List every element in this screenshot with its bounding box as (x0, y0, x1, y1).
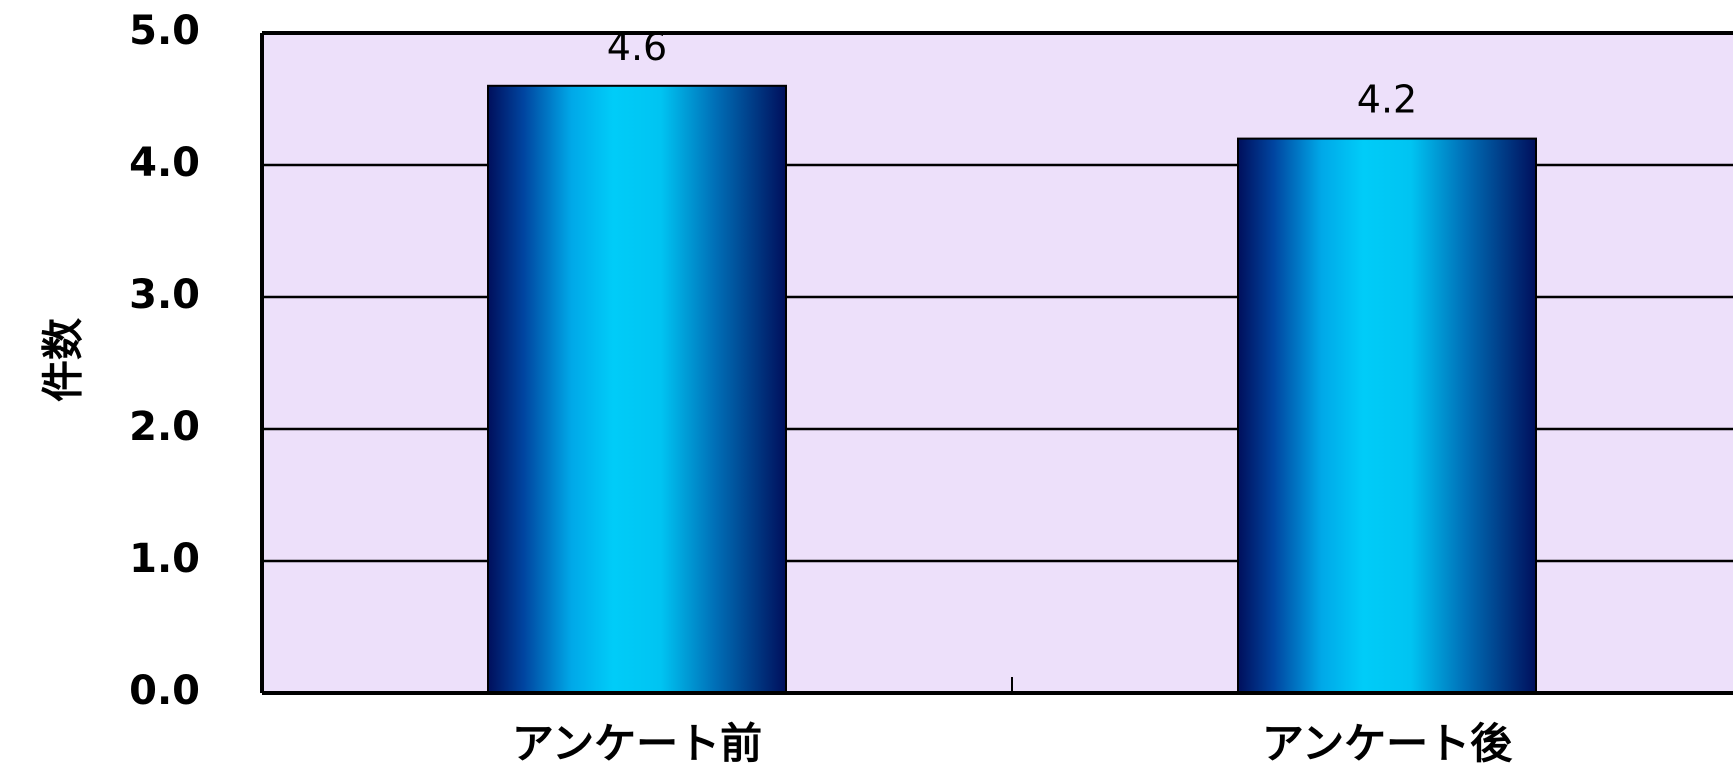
y-tick-label: 5.0 (129, 8, 200, 54)
bar (1237, 137, 1537, 695)
bars (487, 84, 1537, 695)
x-category-label: アンケート前 (512, 719, 762, 768)
labels: 0.0 1.0 2.0 3.0 4.0 5.0 4.6 アンケート前 4.2 アンケート後 (129, 8, 1513, 768)
data-label: 4.2 (1357, 78, 1417, 122)
data-label: 4.6 (607, 25, 667, 69)
y-tick-label: 2.0 (129, 404, 200, 450)
y-tick-label: 0.0 (129, 668, 200, 714)
y-tick-label: 4.0 (129, 140, 200, 186)
y-axis-title: 件数 (39, 318, 88, 402)
y-tick-label: 1.0 (129, 536, 200, 582)
x-category-label: アンケート後 (1262, 719, 1513, 768)
axes (260, 31, 1733, 695)
y-tick-label: 3.0 (129, 272, 200, 318)
bar (487, 84, 787, 695)
